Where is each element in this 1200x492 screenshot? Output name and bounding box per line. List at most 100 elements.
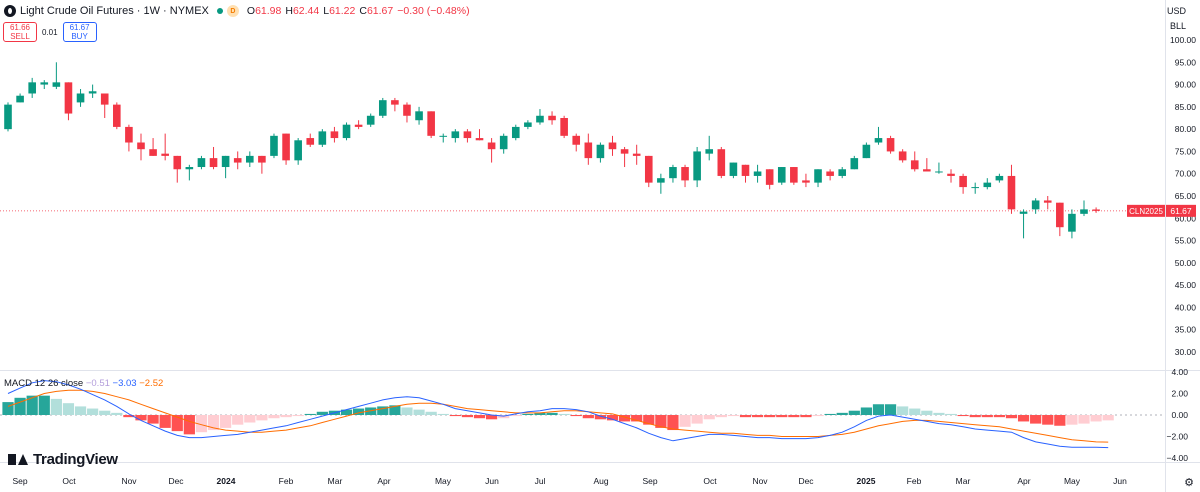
candle-body: [100, 93, 109, 105]
market-status[interactable]: D: [216, 5, 239, 17]
candle-body: [790, 167, 798, 183]
candle-body: [995, 175, 1004, 181]
candle-body: [765, 169, 774, 185]
histogram-bar: [50, 398, 62, 415]
candle-body: [161, 153, 169, 156]
candle-body: [318, 131, 327, 145]
sell-label: SELL: [10, 32, 30, 41]
candle-body: [28, 82, 36, 94]
candle-body: [233, 158, 242, 163]
histogram-bar: [558, 413, 570, 415]
time-tick-label: Nov: [752, 476, 768, 486]
candle-body: [294, 140, 302, 161]
buy-price: 61.67: [69, 23, 90, 32]
ohlc-close-value: 61.67: [366, 5, 394, 17]
settings-icon[interactable]: ⚙: [1184, 477, 1194, 489]
unit-menu[interactable]: BLL: [1169, 21, 1186, 31]
histogram-bar: [800, 415, 812, 418]
histogram-bar: [2, 402, 14, 415]
candle-body: [862, 144, 871, 159]
candle-body: [898, 151, 907, 161]
time-tick-label: Apr: [377, 476, 390, 486]
histogram-bar: [957, 415, 969, 417]
tradingview-logo[interactable]: TradingView: [8, 451, 118, 468]
histogram-bar: [377, 406, 389, 415]
sell-button[interactable]: 61.66 SELL: [3, 22, 37, 42]
histogram-bar: [111, 412, 123, 415]
candle-body: [560, 118, 568, 136]
price-tick-label: 40.00: [1175, 302, 1197, 312]
candle-body: [4, 104, 12, 130]
histogram-bar: [618, 415, 631, 422]
macd-hist-value: −0.51: [85, 378, 110, 389]
histogram-bar: [232, 415, 244, 425]
candle-body: [1007, 175, 1016, 210]
ohlc-open-label: O: [246, 5, 256, 17]
ohlc-change: −0.30 (−0.48%): [397, 5, 469, 17]
ohlc-open: O61.98: [247, 5, 281, 17]
buy-button[interactable]: 61.67 BUY: [62, 22, 97, 42]
histogram-bar: [703, 415, 715, 420]
symbol-title[interactable]: Light Crude Oil Futures · 1W · NYMEX: [20, 5, 209, 17]
candle-body: [185, 167, 194, 170]
histogram-bar: [764, 415, 776, 418]
histogram-bar: [425, 411, 437, 415]
macd-legend[interactable]: MACD 12 26 close −0.51 −3.03 −2.52: [4, 378, 163, 389]
histogram-bar: [1102, 415, 1114, 421]
histogram-bar: [220, 415, 232, 428]
histogram-bar: [26, 395, 38, 415]
candle-body: [572, 135, 581, 145]
candle-body: [814, 169, 822, 183]
candle-body: [644, 155, 653, 183]
signal-line: [7, 389, 1109, 443]
histogram-bar: [498, 415, 510, 419]
histogram-bar: [933, 412, 945, 415]
histogram-bar: [99, 410, 111, 415]
macd-histogram: [2, 395, 1114, 435]
candle-body: [113, 104, 121, 127]
candle-body: [959, 175, 967, 188]
histogram-bar: [304, 413, 316, 415]
histogram-bar: [1017, 415, 1030, 422]
macd-line-value: −3.03: [112, 378, 137, 389]
time-tick-label: Mar: [328, 476, 343, 486]
axes: 100.00 95.00 90.00 85.00 80.00 75.00 70.00 65.0…: [12, 35, 1196, 486]
histogram-bar: [413, 409, 425, 415]
histogram-bar: [340, 409, 353, 415]
last-price-tag[interactable]: CLN2025 61.67: [1127, 204, 1196, 217]
time-tick-label: Dec: [168, 476, 184, 486]
candlestick-series: [4, 62, 1100, 239]
histogram-bar: [1066, 415, 1078, 425]
histogram-bar: [909, 408, 921, 415]
time-tick-label: Aug: [593, 476, 608, 486]
macd-lines: [7, 380, 1109, 449]
candle-body: [1043, 200, 1052, 203]
candle-body: [487, 142, 496, 150]
candle-body: [826, 171, 834, 176]
time-tick-label: Jun: [485, 476, 499, 486]
candle-body: [197, 158, 206, 168]
histogram-bar: [195, 415, 208, 433]
histogram-bar: [1078, 415, 1090, 424]
histogram-bar: [981, 415, 993, 418]
histogram-bar: [751, 415, 764, 418]
candle-body: [149, 149, 157, 156]
price-tag-value: 61.67: [1170, 206, 1192, 216]
histogram-bar: [582, 415, 594, 419]
spread-value: 0.01: [42, 27, 58, 37]
histogram-bar: [401, 407, 413, 415]
candle-body: [499, 135, 508, 150]
time-tick-label: Mar: [956, 476, 971, 486]
candle-body: [923, 169, 931, 172]
candle-body: [342, 124, 351, 139]
candle-body: [717, 149, 726, 176]
histogram-bar: [1042, 415, 1054, 425]
histogram-bar: [860, 407, 872, 415]
candle-body: [1056, 202, 1064, 228]
histogram-bar: [884, 404, 897, 415]
price-tick-label: 35.00: [1175, 325, 1197, 335]
histogram-bar: [546, 412, 558, 415]
ohlc-high-label: H: [285, 5, 293, 17]
currency-menu[interactable]: USD: [1166, 6, 1186, 16]
